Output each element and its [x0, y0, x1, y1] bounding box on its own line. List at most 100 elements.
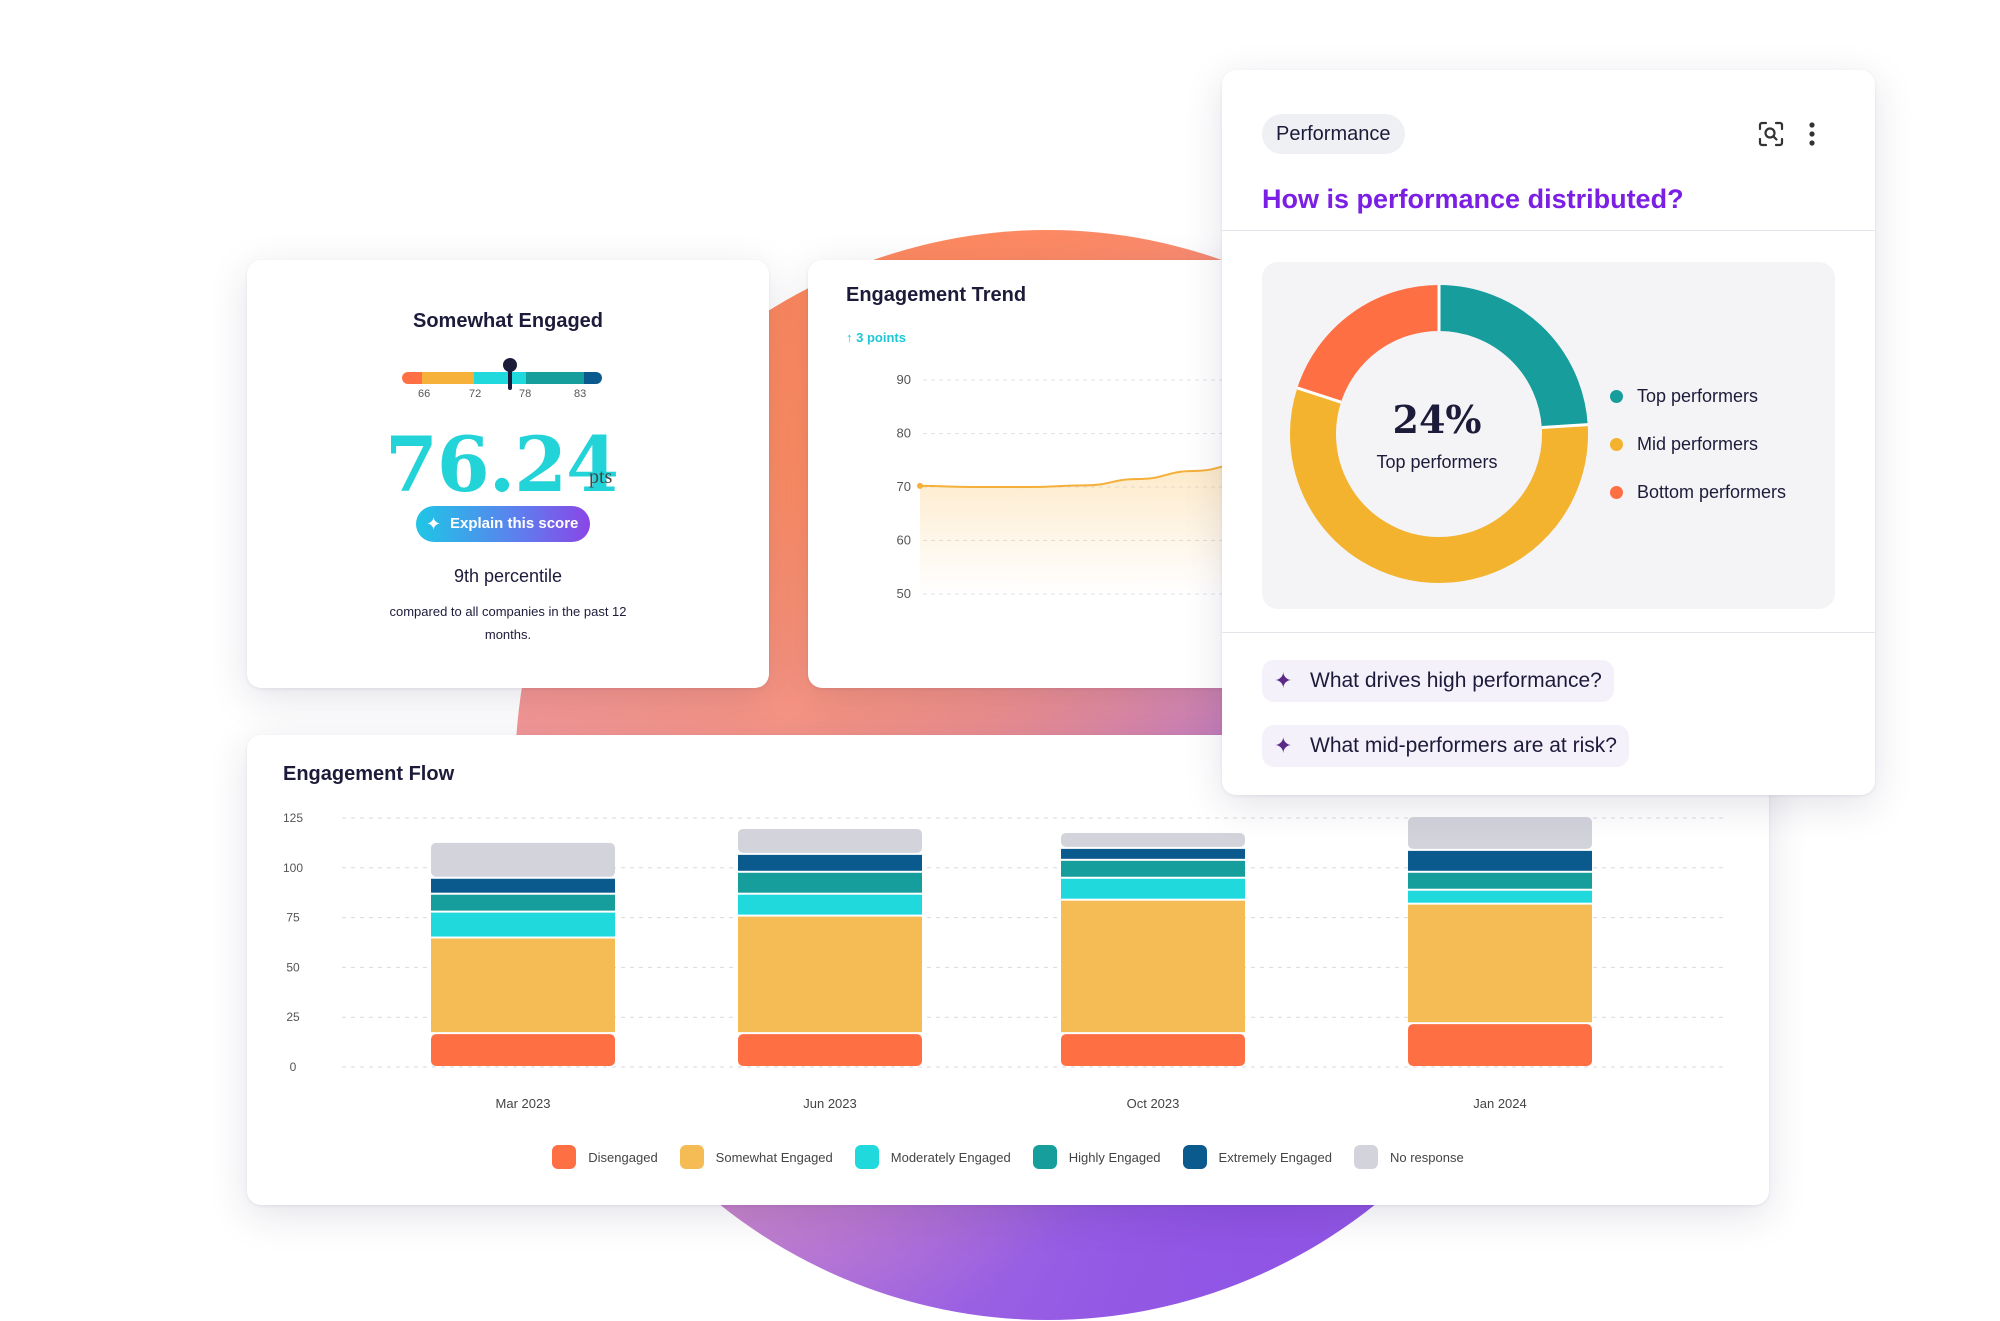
divider	[1222, 230, 1875, 231]
legend-swatch	[1182, 1145, 1207, 1169]
flow-y-tick-label: 125	[283, 811, 303, 825]
flow-bar-segment	[1061, 860, 1245, 877]
donut-slice-separator	[1541, 423, 1588, 430]
flow-bar-segment	[738, 854, 922, 871]
legend-label: Bottom performers	[1637, 481, 1787, 502]
legend-swatch	[854, 1145, 879, 1169]
flow-y-tick-label: 0	[290, 1060, 297, 1074]
legend-swatch	[679, 1145, 704, 1169]
legend-label: No response	[1390, 1149, 1464, 1165]
flow-y-tick-label: 25	[286, 1010, 300, 1024]
flow-bar-segment	[738, 894, 922, 915]
gauge-tick-label: 83	[574, 388, 587, 400]
trend-y-tick-label: 90	[897, 372, 911, 387]
trend-title: Engagement Trend	[846, 284, 1027, 306]
flow-title: Engagement Flow	[283, 763, 455, 785]
gauge-segment-somewhat	[422, 372, 474, 384]
flow-bar-segment	[738, 916, 922, 1033]
gauge-tick-label: 72	[469, 388, 482, 400]
flow-x-tick-label: Jun 2023	[803, 1096, 857, 1111]
flow-bar-segment	[431, 894, 615, 911]
legend-item-top-performers[interactable]: Top performers	[1610, 372, 1786, 420]
gauge-segment-moderately	[474, 372, 526, 384]
legend-item-mid-performers[interactable]: Mid performers	[1610, 420, 1786, 468]
gauge-segment-disengaged	[402, 372, 422, 384]
flow-bar-segment	[431, 878, 615, 893]
legend-item-extremely-engaged[interactable]: Extremely Engaged	[1182, 1145, 1332, 1169]
gauge-segment-extremely	[584, 372, 602, 384]
legend-item-bottom-performers[interactable]: Bottom performers	[1610, 468, 1786, 516]
flow-y-tick-label: 50	[286, 960, 300, 974]
donut-slice	[1297, 285, 1440, 403]
trend-point	[917, 482, 923, 489]
legend-dot	[1610, 437, 1623, 451]
legend-label: Highly Engaged	[1068, 1149, 1161, 1165]
legend-swatch	[552, 1145, 577, 1169]
percentile-text: 9th percentile	[453, 566, 563, 586]
flow-bar-segment	[1408, 890, 1592, 903]
trend-y-tick-label: 80	[897, 426, 911, 441]
legend-label: Disengaged	[588, 1149, 658, 1165]
trend-y-tick-label: 60	[897, 533, 911, 548]
trend-y-tick-label: 70	[897, 479, 911, 494]
legend-item-moderately-engaged[interactable]: Moderately Engaged	[854, 1145, 1011, 1169]
legend-item-somewhat-engaged[interactable]: Somewhat Engaged	[679, 1145, 833, 1169]
flow-bar-segment	[1408, 904, 1592, 1023]
score-value: 76.24	[385, 420, 619, 509]
performance-tag: Performance	[1262, 114, 1405, 154]
performance-donut-chart	[1290, 285, 1588, 583]
flow-x-tick-label: Jan 2024	[1473, 1096, 1527, 1111]
flow-bar-segment	[431, 842, 615, 877]
score-gauge	[402, 358, 602, 390]
flow-bar-segment	[1408, 1024, 1592, 1066]
donut-slice	[1290, 387, 1588, 583]
legend-dot	[1610, 389, 1623, 403]
legend-swatch	[1354, 1145, 1378, 1169]
flow-bar-segment	[431, 912, 615, 937]
engagement-flow-card: Engagement Flow 125 100 75 50 25 0 Mar 2023 Jun…	[247, 735, 1769, 1205]
flow-x-tick-label: Oct 2023	[1127, 1096, 1180, 1111]
gauge-tick-label: 78	[519, 388, 532, 400]
arrow-up-icon: ↑	[846, 330, 853, 345]
more-vertical-icon[interactable]	[1806, 120, 1818, 148]
sparkle-star-icon: ✦	[1274, 668, 1293, 693]
donut-slice	[1438, 285, 1588, 429]
suggestion-chip-high-performance[interactable]: ✦ What drives high performance?	[1262, 660, 1614, 702]
legend-item-no-response[interactable]: No response	[1354, 1145, 1464, 1169]
gauge-segment-highly	[526, 372, 584, 384]
flow-x-tick-label: Mar 2023	[496, 1096, 551, 1111]
flow-bar-segment	[1061, 900, 1245, 1033]
explain-score-label: Explain this score	[450, 515, 579, 532]
sparkle-star-icon: ✦	[1274, 733, 1293, 758]
performance-question-title: How is performance distributed?	[1262, 184, 1684, 214]
performance-chart-panel: 24% Top performers Top performers Mid pe…	[1262, 262, 1835, 609]
sparkle-icon: ✦	[426, 514, 442, 534]
engagement-flow-chart: 125 100 75 50 25 0 Mar 2023 Jun 2023 Oct 2023 Jan…	[283, 811, 1727, 1111]
legend-label: Extremely Engaged	[1218, 1149, 1332, 1165]
flow-y-tick-label: 100	[283, 861, 303, 875]
suggestion-chip-mid-performers-risk[interactable]: ✦ What mid-performers are at risk?	[1262, 725, 1629, 767]
performance-card: Performance How is performance distribut…	[1222, 70, 1875, 795]
legend-label: Somewhat Engaged	[715, 1149, 833, 1165]
trend-line	[919, 461, 1248, 488]
performance-legend: Top performers Mid performers Bottom per…	[1610, 372, 1786, 516]
scan-search-icon[interactable]	[1757, 120, 1785, 148]
legend-item-highly-engaged[interactable]: Highly Engaged	[1032, 1145, 1161, 1169]
flow-bar-segment	[431, 938, 615, 1033]
score-category-title: Somewhat Engaged	[412, 310, 604, 332]
explain-score-button[interactable]: ✦ Explain this score	[416, 506, 590, 542]
flow-legend: Disengaged Somewhat Engaged Moderately E…	[247, 1145, 1769, 1169]
legend-label: Moderately Engaged	[890, 1149, 1011, 1165]
flow-bar-segment	[1408, 850, 1592, 871]
flow-bar-segment	[738, 872, 922, 893]
legend-item-disengaged[interactable]: Disengaged	[552, 1145, 658, 1169]
trend-chart: 90 80 70 60 50	[897, 372, 1248, 601]
legend-swatch	[1032, 1145, 1057, 1169]
donut-center-label: Top performers	[1376, 452, 1498, 472]
flow-bar-segment	[1061, 848, 1245, 859]
suggestion-label: What mid-performers are at risk?	[1310, 734, 1617, 757]
trend-delta: ↑ 3 points	[846, 330, 906, 345]
legend-label: Top performers	[1637, 385, 1759, 406]
trend-delta-label: 3 points	[856, 330, 906, 345]
trend-y-tick-label: 50	[897, 586, 911, 601]
